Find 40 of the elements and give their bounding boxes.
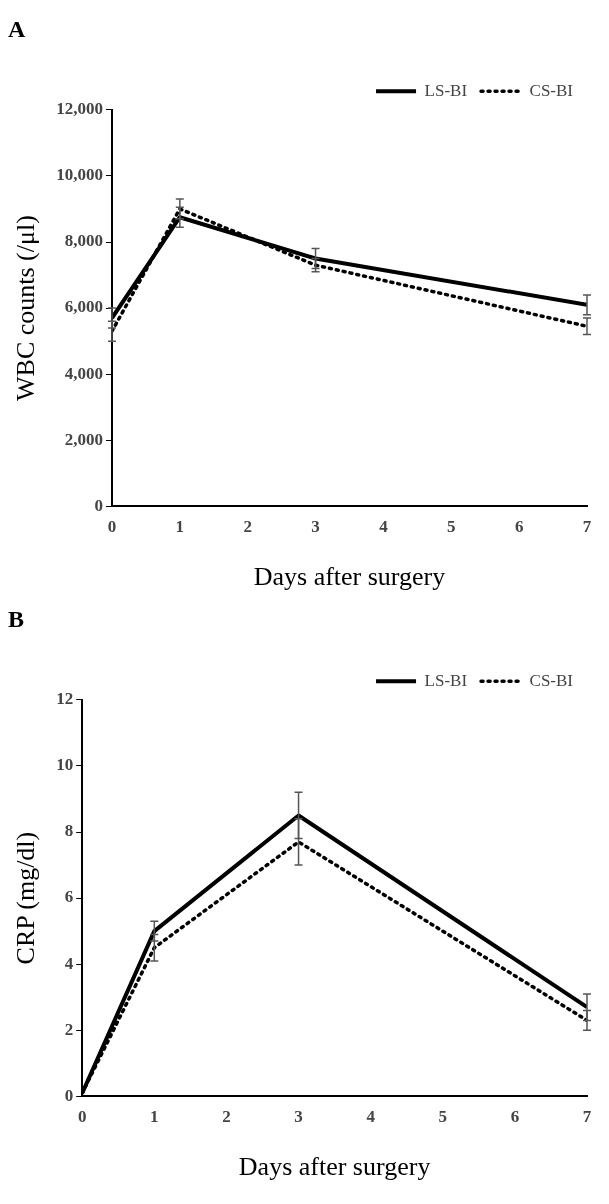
legend-label: LS-BI [424, 80, 468, 100]
y-axis-title: CRP (mg/dl) [11, 831, 41, 965]
y-tick-label: 12 [56, 689, 74, 709]
y-tick-label: 4 [64, 953, 74, 973]
x-tick-label: 1 [150, 1106, 159, 1126]
y-tick-label: 8,000 [64, 231, 103, 251]
x-tick-label: 7 [582, 1106, 592, 1126]
x-tick-label: 4 [379, 516, 389, 536]
y-tick-label: 6,000 [64, 297, 103, 317]
chart-title: A [8, 15, 26, 42]
y-tick-label: 6 [64, 887, 74, 907]
x-tick-label: 5 [438, 1106, 448, 1126]
x-axis-title: Days after surgery [238, 1152, 431, 1182]
x-tick-label: 1 [175, 516, 185, 536]
x-tick-label: 0 [107, 516, 117, 536]
y-tick-label: 0 [64, 1085, 74, 1105]
legend-label: LS-BI [424, 670, 468, 690]
x-tick-label: 2 [222, 1106, 231, 1126]
y-tick-label: 2,000 [64, 429, 103, 449]
x-tick-label: 2 [243, 516, 252, 536]
x-axis-title: Days after surgery [253, 562, 446, 592]
y-tick-label: 0 [94, 495, 103, 515]
chart-title: B [8, 605, 25, 632]
x-tick-label: 3 [311, 516, 320, 536]
y-axis-title: WBC counts (/μl) [11, 215, 41, 402]
x-tick-label: 6 [514, 516, 524, 536]
y-tick-label: 12,000 [56, 99, 103, 119]
y-tick-label: 4,000 [64, 363, 103, 383]
x-tick-label: 4 [366, 1106, 376, 1126]
legend-label: CS-BI [529, 80, 574, 100]
line-series [111, 207, 587, 333]
y-tick-label: 8 [64, 821, 74, 841]
y-tick-label: 10 [56, 755, 74, 775]
y-tick-label: 10,000 [56, 165, 103, 185]
x-tick-label: 3 [294, 1106, 303, 1126]
x-tick-label: 7 [582, 516, 592, 536]
y-tick-label: 2 [64, 1019, 74, 1039]
x-tick-label: 6 [510, 1106, 520, 1126]
x-tick-label: 5 [447, 516, 456, 536]
legend-label: CS-BI [529, 670, 574, 690]
